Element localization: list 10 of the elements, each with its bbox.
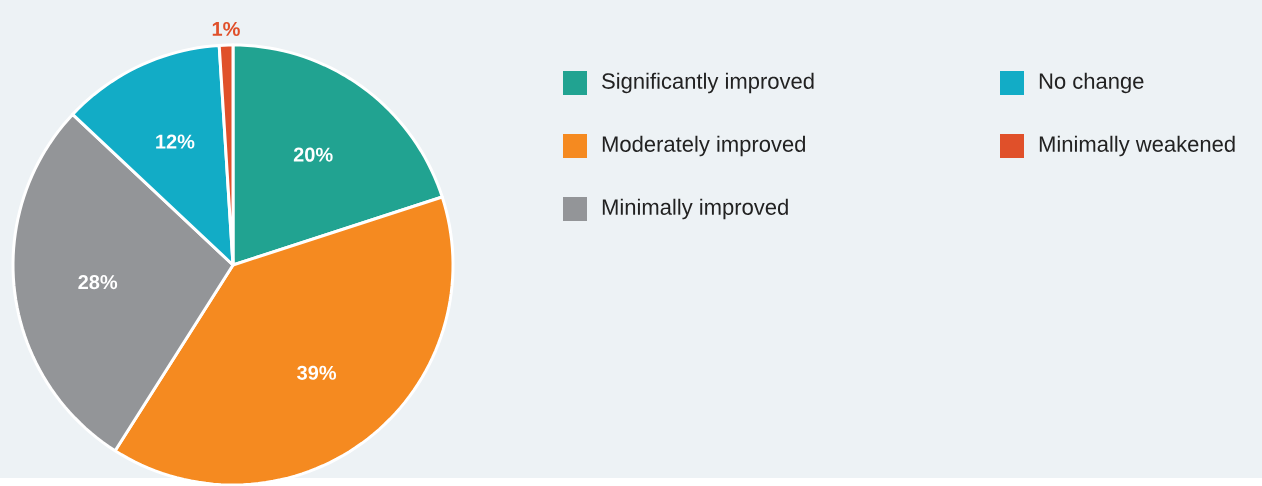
legend-label: No change: [1039, 72, 1144, 94]
data-label: 28%: [78, 274, 118, 289]
legend-label: Significantly improved: [602, 72, 814, 94]
legend-label: Moderately improved: [602, 135, 805, 157]
data-label: 12%: [156, 134, 195, 149]
data-label: 1%: [212, 21, 240, 36]
legend-label: Minimally weakened: [1039, 135, 1235, 157]
legend-label: Minimally improved: [602, 198, 788, 220]
data-label: 20%: [293, 147, 333, 162]
data-label: 39%: [297, 365, 337, 380]
